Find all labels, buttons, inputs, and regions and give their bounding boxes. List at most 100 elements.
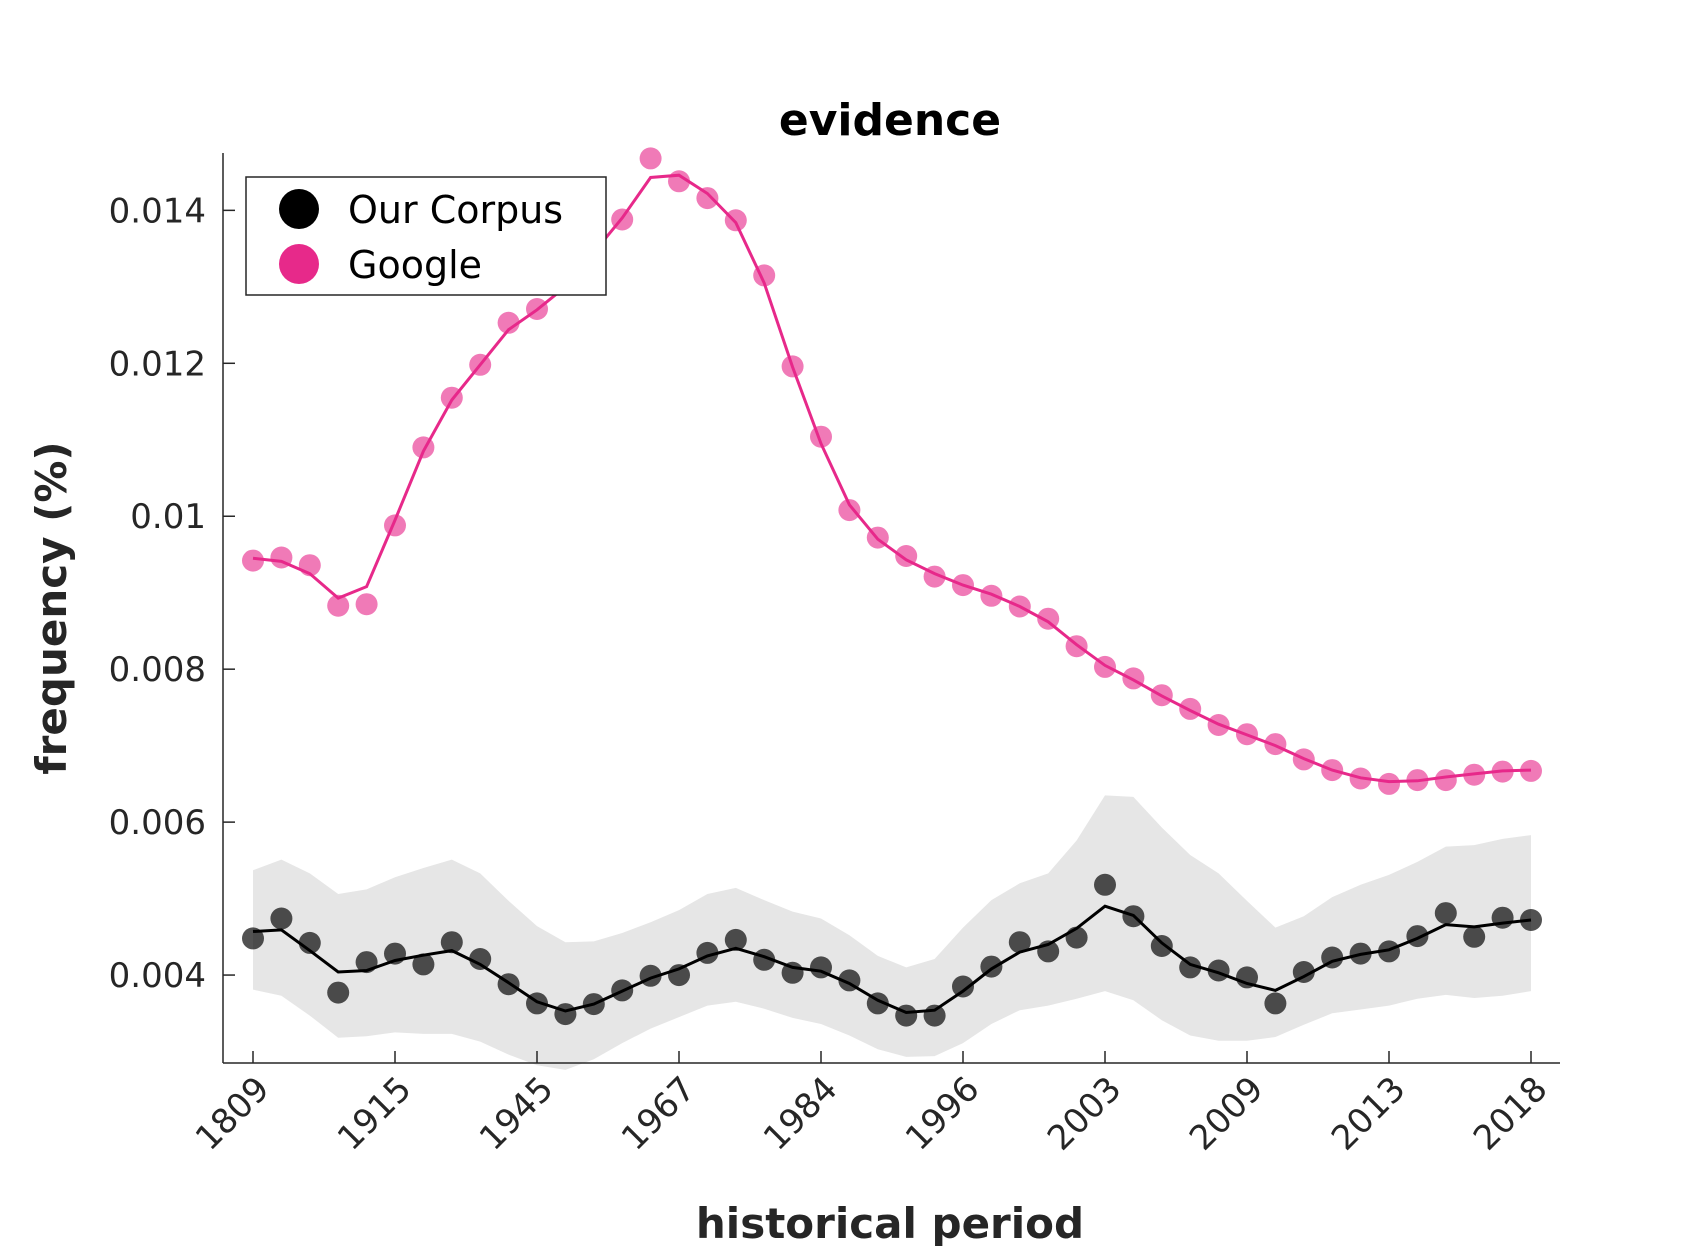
- our-corpus-point: [923, 1004, 946, 1027]
- x-tick-label: 1945: [472, 1069, 561, 1158]
- google-point: [1378, 772, 1400, 795]
- x-tick-label: 2018: [1466, 1069, 1555, 1158]
- x-tick-label: 2009: [1182, 1069, 1271, 1158]
- our-corpus-point: [412, 953, 435, 976]
- our-corpus-point: [611, 979, 634, 1002]
- our-corpus-point: [866, 992, 889, 1015]
- google-point: [1122, 667, 1145, 690]
- google-point: [1434, 769, 1457, 792]
- legend-label-our-corpus: Our Corpus: [348, 188, 563, 232]
- google-point: [1264, 733, 1287, 756]
- google-trend-line: [252, 173, 1532, 784]
- legend: Our Corpus Google: [245, 176, 607, 296]
- google-point: [668, 170, 690, 193]
- google-point: [1150, 684, 1173, 707]
- google-point: [1065, 635, 1088, 658]
- y-axis-ticks: 0.004 0.006 0.008 0.01 0.012 0.014: [109, 191, 235, 996]
- google-point: [526, 298, 548, 320]
- our-corpus-point: [838, 969, 861, 992]
- x-tick-label: 1984: [756, 1069, 845, 1158]
- our-corpus-point: [1264, 992, 1287, 1015]
- our-corpus-point: [526, 992, 548, 1015]
- google-point: [1406, 769, 1429, 792]
- our-corpus-point: [1463, 925, 1486, 948]
- y-tick-label: 0.012: [109, 344, 206, 384]
- our-corpus-point: [753, 948, 776, 971]
- our-corpus-point: [696, 941, 719, 964]
- our-corpus-point: [1150, 935, 1173, 957]
- legend-marker-google: [279, 244, 319, 284]
- our-corpus-confidence-band: [253, 795, 1531, 1070]
- our-corpus-point: [1065, 926, 1088, 949]
- our-corpus-point: [1378, 940, 1400, 963]
- our-corpus-point: [440, 931, 463, 954]
- x-tick-label: 1996: [898, 1069, 987, 1158]
- google-point: [1463, 763, 1486, 786]
- google-point: [1094, 655, 1116, 678]
- legend-label-google: Google: [348, 243, 482, 287]
- our-corpus-point: [1236, 966, 1258, 989]
- our-corpus-point: [554, 1003, 577, 1026]
- our-corpus-point: [1491, 906, 1514, 929]
- our-corpus-point: [1207, 959, 1230, 982]
- our-corpus-point: [384, 942, 406, 965]
- google-point: [810, 425, 832, 448]
- google-point: [866, 526, 889, 549]
- our-corpus-point: [582, 993, 605, 1016]
- our-corpus-point: [1520, 909, 1542, 931]
- google-point: [469, 353, 492, 376]
- our-corpus-point: [668, 964, 690, 987]
- google-point: [1179, 697, 1202, 720]
- our-corpus-point: [1349, 942, 1372, 965]
- google-point: [1008, 595, 1031, 618]
- our-corpus-point: [952, 975, 974, 998]
- our-corpus-point: [1434, 902, 1457, 925]
- x-tick-label: 1809: [188, 1069, 277, 1158]
- google-point: [753, 264, 776, 287]
- x-tick-label: 1967: [614, 1069, 703, 1158]
- google-point: [611, 208, 634, 231]
- our-corpus-point: [1406, 925, 1429, 948]
- google-point: [923, 565, 946, 588]
- google-point: [412, 436, 435, 459]
- y-tick-label: 0.008: [109, 650, 206, 690]
- our-corpus-point: [242, 927, 264, 950]
- y-axis-label: frequency (%): [27, 441, 76, 774]
- google-point: [355, 593, 378, 616]
- our-corpus-point: [298, 931, 321, 954]
- google-point: [895, 545, 918, 567]
- google-point: [1236, 723, 1258, 746]
- google-point: [327, 594, 350, 617]
- our-corpus-point: [1179, 956, 1202, 979]
- google-point: [242, 549, 264, 572]
- our-corpus-point: [1292, 961, 1315, 983]
- google-point: [1520, 759, 1542, 782]
- chart-title: evidence: [779, 95, 1001, 146]
- google-point: [1491, 760, 1514, 783]
- our-corpus-point: [724, 928, 747, 951]
- google-point: [696, 187, 719, 210]
- our-corpus-point: [781, 961, 804, 984]
- our-corpus-point: [1122, 905, 1145, 928]
- y-tick-label: 0.006: [109, 803, 206, 843]
- google-point: [838, 499, 861, 522]
- our-corpus-point: [355, 951, 378, 974]
- our-corpus-point: [1037, 940, 1060, 963]
- google-point: [1321, 759, 1344, 782]
- our-corpus-point: [980, 955, 1003, 978]
- google-point: [298, 554, 321, 577]
- google-point: [724, 209, 747, 232]
- our-corpus-trend-line: [252, 904, 1532, 1015]
- our-corpus-point: [639, 964, 662, 987]
- our-corpus-point: [895, 1004, 918, 1027]
- google-point: [1207, 714, 1230, 736]
- our-corpus-point: [327, 981, 350, 1004]
- google-point: [980, 584, 1003, 607]
- our-corpus-point: [1321, 946, 1344, 969]
- google-point: [952, 574, 974, 597]
- google-point: [1349, 767, 1372, 790]
- our-corpus-point: [270, 907, 293, 930]
- google-point: [270, 546, 293, 569]
- y-tick-label: 0.004: [109, 956, 206, 996]
- y-tick-label: 0.01: [130, 497, 206, 537]
